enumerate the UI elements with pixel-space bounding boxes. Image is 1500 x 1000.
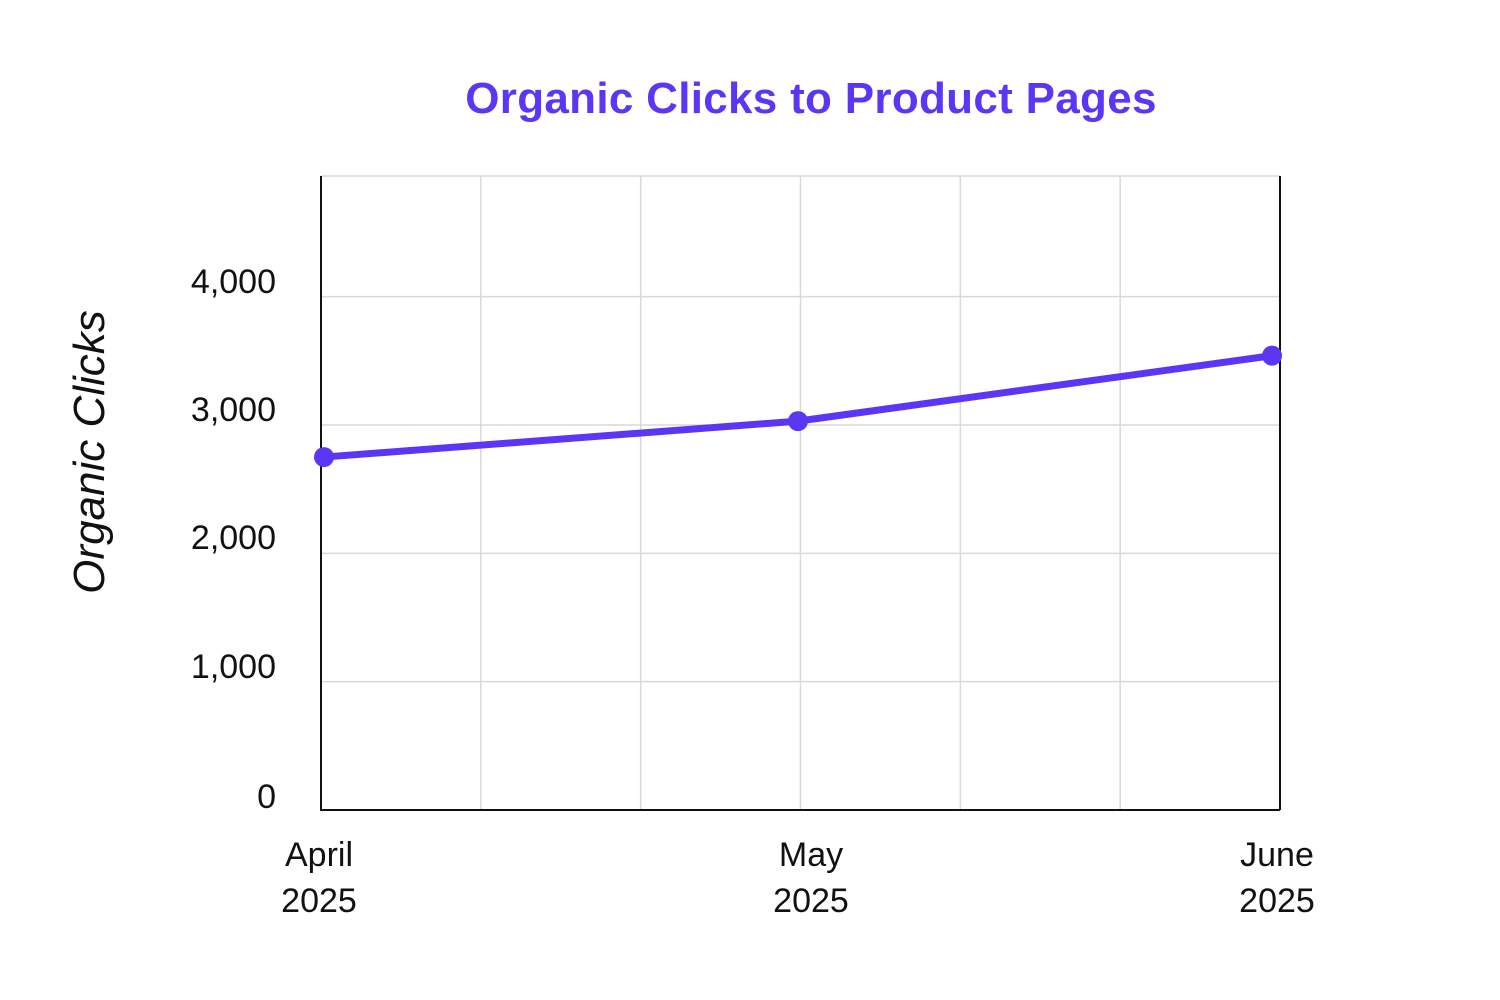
x-tick-label: May 2025 [711,832,911,924]
x-tick-label: June 2025 [1177,832,1377,924]
chart-title: Organic Clicks to Product Pages [465,74,1157,123]
y-tick-label: 2,000 [190,519,276,558]
data-line [320,352,1276,461]
data-point-marker [1262,345,1282,366]
y-tick-label: 1,000 [190,647,276,686]
x-tick-label-line: May [778,836,844,874]
x-tick-label-line: 2025 [773,882,849,920]
data-point-marker [314,447,334,468]
y-tick-label: 4,000 [190,262,276,301]
x-tick-label-line: April [284,836,354,874]
x-tick-label: April 2025 [219,832,419,924]
x-tick-label-line: June [1240,836,1314,874]
data-point-marker [788,411,808,432]
y-tick-label: 3,000 [190,390,276,429]
x-tick-label-line: 2025 [281,882,357,920]
x-tick-label-line: 2025 [1239,882,1315,920]
y-tick-label: 0 [257,778,276,816]
